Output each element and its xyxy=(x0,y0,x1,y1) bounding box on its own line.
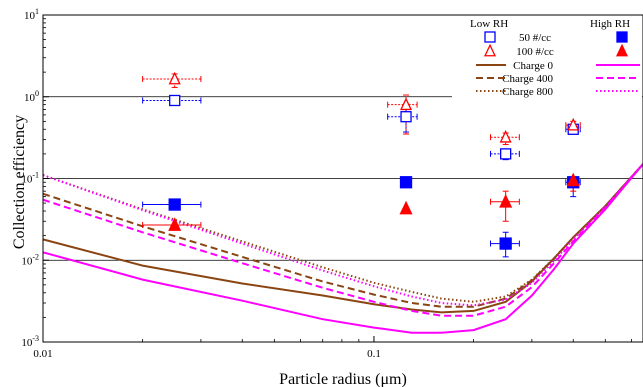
y-tick-label: 101 xyxy=(24,7,39,22)
legend-symbol-50cc-high-rh xyxy=(616,31,628,43)
y-tick-label: 10-1 xyxy=(21,171,39,186)
marker-high-rh-square xyxy=(499,237,512,250)
legend: Low RH High RH 50 #/cc 100 #/cc Charge 0… xyxy=(452,16,642,102)
y-axis: 10-3 10-2 10-1 100 101 xyxy=(21,7,49,349)
legend-symbol-100cc-low-rh xyxy=(483,43,497,57)
curve-low-rh-charge-400 xyxy=(42,163,643,308)
marker-low-rh-triangle xyxy=(567,117,580,131)
legend-label-charge-0: Charge 0 xyxy=(513,60,553,72)
marker-high-rh-triangle xyxy=(168,217,182,231)
marker-high-rh-square xyxy=(399,176,413,189)
x-axis-title: Particle radius (μm) xyxy=(279,371,407,387)
marker-low-rh-triangle xyxy=(499,129,512,143)
curve-high-rh-charge-400 xyxy=(42,163,643,317)
markers xyxy=(168,71,580,250)
legend-high-rh-header: High RH xyxy=(590,18,630,30)
marker-low-rh-square xyxy=(169,94,181,107)
marker-high-rh-triangle xyxy=(499,193,513,208)
marker-low-rh-square xyxy=(400,111,412,123)
legend-background xyxy=(452,16,642,102)
marker-high-rh-triangle xyxy=(399,200,413,215)
curve-low-rh-charge-0 xyxy=(42,163,643,314)
curve-high-rh-charge-0 xyxy=(42,163,643,334)
curves xyxy=(42,163,643,334)
x-tick-label: 0.1 xyxy=(367,348,381,360)
y-tick-label: 100 xyxy=(24,89,39,104)
legend-symbol-50cc-low-rh xyxy=(484,31,496,43)
legend-label-charge-400: Charge 400 xyxy=(502,73,553,85)
legend-label-100cc: 100 #/cc xyxy=(516,46,554,58)
y-tick-label: 10-3 xyxy=(21,334,39,349)
x-axis: 0.01 0.1 xyxy=(33,336,632,360)
marker-high-rh-square xyxy=(168,198,181,211)
x-tick-label: 0.01 xyxy=(33,348,52,360)
y-axis-title: Collection efficiency xyxy=(11,115,28,249)
legend-label-50cc: 50 #/cc xyxy=(519,32,551,44)
marker-high-rh-triangle xyxy=(566,172,580,187)
legend-low-rh-header: Low RH xyxy=(470,18,508,30)
legend-label-charge-800: Charge 800 xyxy=(502,86,553,98)
y-tick-label: 10-2 xyxy=(21,252,39,267)
marker-low-rh-triangle xyxy=(168,71,181,85)
marker-low-rh-triangle xyxy=(400,97,413,111)
legend-symbol-100cc-high-rh xyxy=(615,43,629,57)
marker-low-rh-square xyxy=(500,148,512,160)
curve-high-rh-charge-800 xyxy=(42,163,643,307)
curve-low-rh-charge-800 xyxy=(42,163,643,303)
